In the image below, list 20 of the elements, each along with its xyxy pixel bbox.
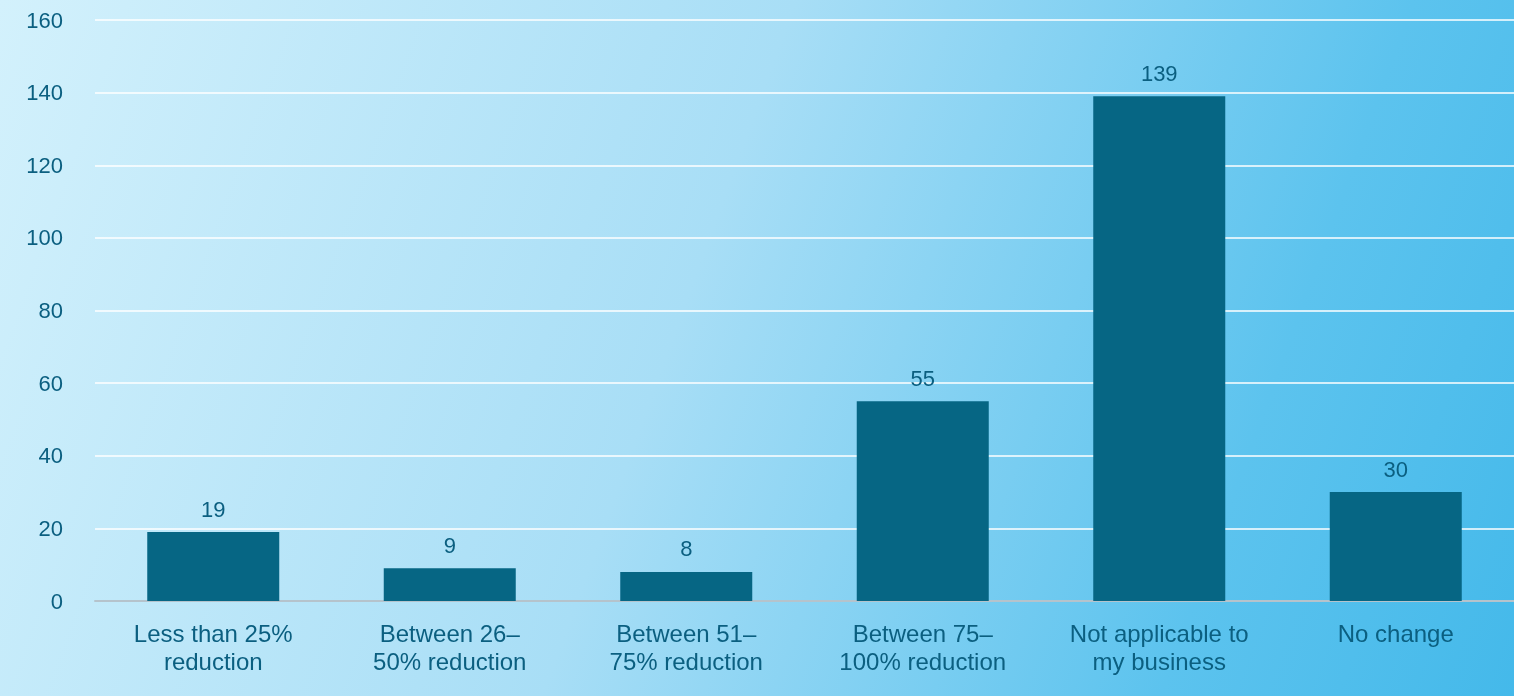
data-label: 30 [1383,456,1408,482]
y-tick-label: 40 [38,443,63,469]
y-tick-label: 140 [26,80,63,106]
x-tick-label: Between 51–75% reduction [609,619,763,675]
y-tick-label: 120 [26,152,63,178]
data-label: 19 [201,496,226,522]
y-tick-label: 160 [26,7,63,33]
y-tick-label: 20 [38,515,63,541]
x-tick-label: Between 75–100% reduction [839,619,1007,675]
x-tick-label: Less than 25% reduction [133,619,293,675]
x-tick-label: Between 26–50% reduction [373,619,527,675]
data-label: 139 [1140,60,1178,86]
y-tick-label: 100 [26,225,63,251]
y-tick-label: 0 [50,588,63,614]
x-tick-label: Not applicable to my business [1069,619,1249,675]
data-label: 9 [443,532,456,558]
y-tick-label: 80 [38,298,63,323]
y-tick-label: 60 [38,370,63,396]
data-label: 8 [680,536,693,562]
x-tick-label: No change [1337,619,1454,647]
